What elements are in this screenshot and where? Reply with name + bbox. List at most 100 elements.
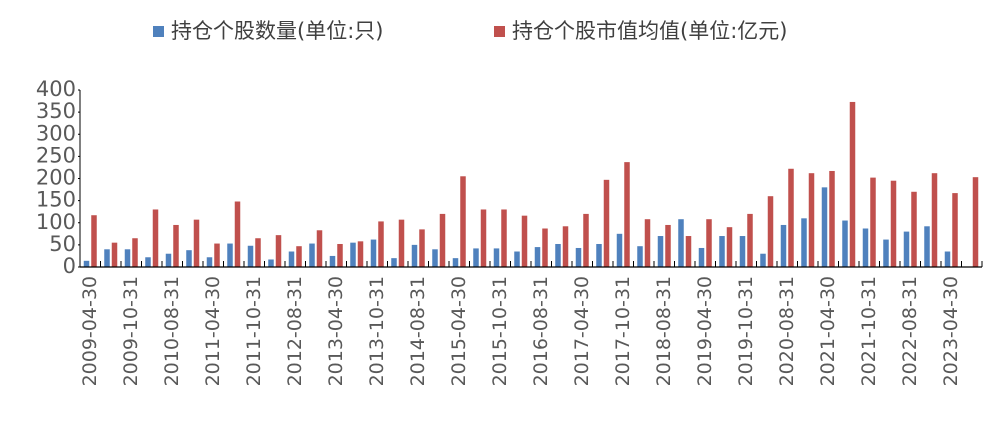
bar [952, 193, 958, 267]
bar [411, 244, 418, 267]
bar [104, 249, 110, 267]
bar [501, 209, 507, 267]
bar [370, 239, 377, 267]
bar [972, 177, 979, 267]
bar [842, 220, 848, 267]
bar [268, 259, 274, 267]
x-tick-label: 2011-10-31 [243, 276, 265, 386]
bar [562, 226, 569, 267]
bar [419, 229, 425, 267]
bar [931, 173, 938, 267]
bar [214, 243, 220, 267]
bar [521, 215, 528, 267]
bar [583, 213, 589, 267]
bar [309, 243, 315, 267]
bar [821, 187, 828, 267]
bar [288, 251, 295, 267]
y-tick-label: 250 [36, 143, 76, 167]
bar [124, 249, 131, 267]
x-tick-label: 2009-04-30 [79, 276, 101, 386]
bar [801, 218, 807, 267]
legend: 持仓个股数量(单位:只) 持仓个股市值均值(单位:亿元) [153, 19, 787, 43]
bar [657, 236, 664, 267]
bar [493, 248, 500, 267]
bar [706, 219, 712, 267]
bar [111, 242, 118, 267]
bar [391, 258, 397, 267]
bar [596, 243, 602, 267]
y-tick-label: 0 [63, 254, 76, 278]
y-tick-label: 300 [36, 121, 76, 145]
bar [780, 224, 787, 267]
bar [829, 170, 835, 267]
legend-label: 持仓个股市值均值(单位:亿元) [512, 19, 787, 43]
bar [883, 239, 889, 267]
bar [542, 228, 548, 267]
y-tick-label: 200 [36, 166, 76, 190]
bar [760, 253, 766, 267]
bar [575, 247, 582, 267]
x-tick-label: 2022-08-31 [899, 276, 921, 386]
x-tick-label: 2023-04-30 [940, 276, 962, 386]
bar [296, 246, 302, 267]
bar [849, 101, 856, 267]
bar [890, 180, 897, 267]
bar [460, 176, 466, 267]
bar [637, 246, 643, 267]
bar [132, 238, 138, 267]
x-tick-label: 2015-10-31 [489, 276, 511, 386]
bar [514, 251, 520, 267]
bar [747, 213, 753, 267]
bar [255, 238, 261, 267]
bar [911, 191, 917, 267]
bar [173, 224, 179, 267]
bar [165, 253, 172, 267]
x-tick-label: 2017-10-31 [612, 276, 634, 386]
x-tick-label: 2014-08-31 [407, 276, 429, 386]
bar [357, 241, 364, 267]
bar [83, 260, 90, 267]
x-tick-label: 2013-10-31 [366, 276, 388, 386]
bar [719, 236, 725, 267]
bar [616, 233, 623, 267]
y-tick-label: 50 [49, 232, 76, 256]
legend-swatch [153, 26, 164, 37]
bar [944, 251, 951, 267]
x-tick-label: 2015-04-30 [448, 276, 470, 386]
bar [808, 173, 815, 267]
bar [644, 219, 651, 267]
bar [624, 162, 630, 267]
bar [870, 177, 876, 267]
x-tick-label: 2020-08-31 [776, 276, 798, 386]
bar [903, 231, 910, 267]
bar [193, 219, 200, 267]
x-tick-label: 2021-10-31 [858, 276, 880, 386]
x-tick-label: 2018-08-31 [653, 276, 675, 386]
bar [452, 258, 459, 267]
bar [234, 201, 241, 267]
bar [432, 249, 438, 267]
y-tick-label: 150 [36, 188, 76, 212]
bar [534, 247, 541, 267]
bar [91, 215, 97, 267]
bar [473, 248, 479, 267]
x-tick-label: 2017-04-30 [571, 276, 593, 386]
x-tick-label: 2019-04-30 [694, 276, 716, 386]
x-tick-label: 2009-10-31 [120, 276, 142, 386]
bar [480, 209, 487, 267]
bar [685, 236, 692, 267]
x-tick-label: 2012-08-31 [284, 276, 306, 386]
bar [378, 221, 384, 267]
bar [788, 168, 794, 267]
bar [206, 257, 213, 267]
bar [329, 255, 336, 267]
y-tick-label: 350 [36, 99, 76, 123]
bar [739, 236, 746, 267]
bar [665, 224, 671, 267]
bar [350, 242, 356, 267]
bar [924, 226, 930, 267]
bar [145, 257, 151, 267]
x-tick-label: 2019-10-31 [735, 276, 757, 386]
x-tick-label: 2021-04-30 [817, 276, 839, 386]
bar [767, 196, 774, 267]
